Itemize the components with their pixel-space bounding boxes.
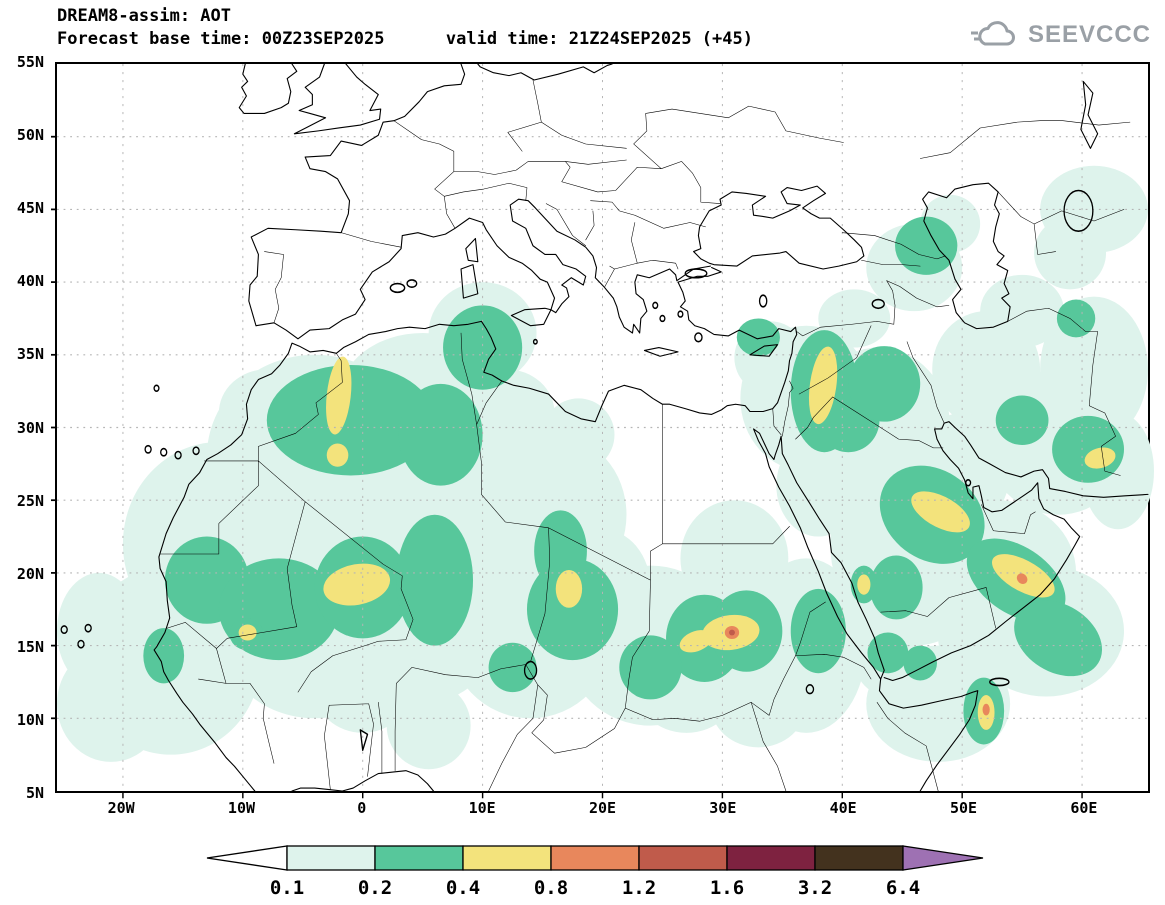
coast-caspian-sea xyxy=(923,183,1011,328)
lon-label: 40E xyxy=(829,799,857,817)
coast-gulf-of-guinea xyxy=(292,771,433,791)
lon-label: 10W xyxy=(227,799,256,817)
lon-label: 30E xyxy=(709,799,737,817)
islands xyxy=(461,81,1098,356)
lon-label: 20E xyxy=(588,799,617,817)
lat-label: 55N xyxy=(16,53,44,71)
colorbar-label: 1.2 xyxy=(622,877,656,899)
coast-red-sea xyxy=(754,429,885,679)
colorbar-seg-1p6 xyxy=(726,845,816,871)
lon-label: 60E xyxy=(1070,799,1098,817)
coast-ireland xyxy=(239,64,297,113)
aot-level-0p8 xyxy=(724,573,1028,716)
lat-label: 35N xyxy=(16,345,44,364)
logo-text: SEEVCCC xyxy=(1027,21,1151,48)
colorbar-seg-0p2 xyxy=(374,845,464,871)
forecast-time-subtitle: Forecast base time: 00Z23SEP2025 valid t… xyxy=(57,29,753,49)
colorbar-label: 3.2 xyxy=(798,877,832,899)
cloud-icon xyxy=(970,21,1015,46)
forecast-map xyxy=(51,62,1154,799)
aot-level-0p2 xyxy=(143,216,1125,745)
latitude-axis: 55N 50N 45N 40N 35N 30N 25N 20N 15N 10N … xyxy=(0,53,50,802)
lat-label: 25N xyxy=(16,491,44,510)
aot-level-0p1 xyxy=(57,165,1154,770)
lon-label: 20W xyxy=(107,799,135,817)
axis-ticks xyxy=(51,135,1083,799)
colorbar-above-max-arrow xyxy=(902,845,984,871)
colorbar-label: 0.2 xyxy=(358,877,392,899)
colorbar-label: 1.6 xyxy=(710,877,744,899)
coast-mediterranean-europe xyxy=(256,199,710,339)
colorbar-label: 6.4 xyxy=(886,877,920,899)
borders-africa xyxy=(160,333,938,791)
coast-west-europe xyxy=(249,64,612,326)
lat-label: 15N xyxy=(16,637,44,656)
lat-label: 45N xyxy=(16,199,44,218)
lat-label: 50N xyxy=(16,126,44,145)
lat-label: 20N xyxy=(16,564,44,583)
coast-black-sea xyxy=(694,186,864,269)
lat-label: 5N xyxy=(25,784,44,802)
colorbar-label: 0.8 xyxy=(534,877,568,899)
coast-arabia-persian-gulf xyxy=(884,422,1148,681)
colorbar-canvas: 0.1 0.2 0.4 0.8 1.2 1.6 3.2 6.4 xyxy=(206,845,984,899)
lat-label: 10N xyxy=(16,710,44,729)
colorbar-seg-0p8 xyxy=(550,845,640,871)
colorbar-seg-1p2 xyxy=(638,845,728,871)
coast-britain xyxy=(294,64,380,134)
small-islands-and-lakes xyxy=(60,189,1094,752)
borders-middle-east xyxy=(773,281,1121,629)
lon-label: 50E xyxy=(949,799,978,817)
coastlines xyxy=(60,64,1148,791)
colorbar-below-min-arrow xyxy=(206,845,288,871)
country-borders xyxy=(160,80,1130,791)
aot-colorbar: 0.1 0.2 0.4 0.8 1.2 1.6 3.2 6.4 xyxy=(205,842,985,900)
colorbar-seg-3p2 xyxy=(814,845,904,871)
lon-label: 0 xyxy=(357,799,367,817)
aot-level-0p4 xyxy=(238,346,1116,730)
lon-label: 10E xyxy=(468,799,496,817)
longitude-axis: 20W 10W 0 10E 20E 30E 40E 50E 60E xyxy=(55,799,1150,819)
colorbar-seg-0p4 xyxy=(462,845,552,871)
aot-fill-layer xyxy=(57,165,1154,770)
aot-map-canvas xyxy=(51,64,1154,799)
graticule xyxy=(57,64,1148,791)
colorbar-label: 0.1 xyxy=(270,877,304,899)
lat-label: 30N xyxy=(16,418,44,437)
coast-anatolia-north-africa xyxy=(154,268,797,791)
colorbar-seg-0p1 xyxy=(286,845,376,871)
coast-somalia xyxy=(879,679,977,791)
colorbar-label: 0.4 xyxy=(446,877,480,899)
lat-label: 40N xyxy=(16,272,44,291)
page-title: DREAM8-assim: AOT xyxy=(57,6,231,26)
seevccc-logo: SEEVCCC xyxy=(969,18,1151,52)
borders-europe xyxy=(264,80,1130,323)
